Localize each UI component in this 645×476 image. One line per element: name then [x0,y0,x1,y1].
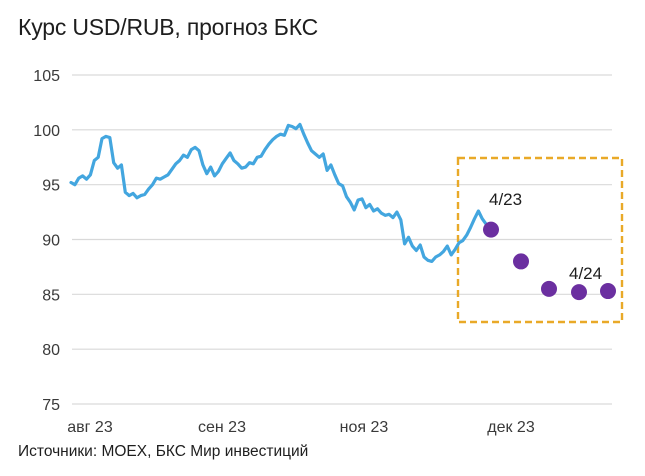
y-tick-label: 85 [42,287,60,304]
x-tick-label: ноя 23 [340,419,389,436]
annotation-4-23: 4/23 [489,190,522,209]
y-axis-ticks: 105 100 95 90 85 80 75 [33,68,60,414]
forecast-point [483,221,499,238]
annotation-4-24: 4/24 [569,264,602,283]
y-tick-label: 90 [42,233,60,250]
forecast-point [571,284,587,301]
x-tick-label: авг 23 [67,419,113,436]
forecast-point [513,253,529,270]
y-tick-label: 100 [33,123,60,140]
forecast-highlight-box [456,156,624,324]
grid-lines [72,74,612,405]
y-tick-label: 95 [42,178,60,195]
y-tick-label: 75 [42,397,60,414]
series-forecast-points [483,221,616,301]
forecast-point [541,280,557,297]
x-tick-label: сен 23 [198,419,246,436]
chart-title: Курс USD/RUB, прогноз БКС [18,14,319,40]
forecast-point [600,283,616,300]
x-axis-ticks: авг 23 сен 23 ноя 23 дек 23 [67,419,535,436]
x-tick-label: дек 23 [487,419,535,436]
y-tick-label: 80 [42,342,60,359]
series-line-actual [69,122,492,263]
source-note: Источники: MOEX, БКС Мир инвестиций [18,443,309,460]
y-tick-label: 105 [33,68,60,85]
